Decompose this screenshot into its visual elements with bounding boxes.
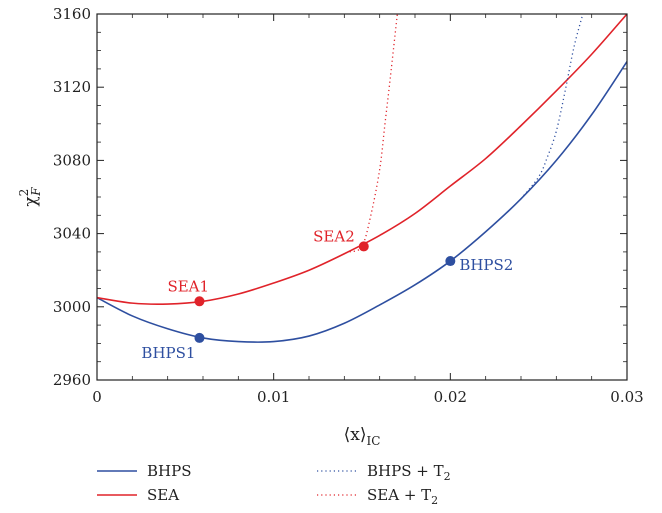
- point-label-sea2: SEA2: [313, 227, 355, 245]
- point-sea1: [194, 296, 205, 307]
- y-tick-label: 3000: [53, 298, 91, 316]
- y-axis-label: χ2F: [17, 187, 43, 207]
- series-line-sea-tt2: [349, 14, 398, 253]
- y-tick-label: 3080: [53, 151, 91, 169]
- x-tick-label: 0.01: [257, 388, 290, 406]
- point-bhps1: [194, 332, 205, 343]
- legend: BHPS SEA BHPS + T2 SEA + T2: [97, 462, 451, 507]
- y-tick-label: 3120: [53, 78, 91, 96]
- y-tick-label: 2960: [53, 371, 91, 389]
- point-label-bhps2: BHPS2: [459, 256, 513, 274]
- x-tick-label: 0.03: [610, 388, 643, 406]
- legend-label: SEA + T2: [367, 486, 438, 507]
- x-tick-label: 0.02: [434, 388, 467, 406]
- legend-label: SEA: [147, 486, 179, 504]
- x-axis-label: ⟨x⟩IC: [344, 425, 381, 448]
- y-tick-label: 3160: [53, 5, 91, 23]
- point-label-bhps1: BHPS1: [141, 344, 195, 362]
- point-label-sea1: SEA1: [167, 277, 209, 295]
- x-tick-label: 0: [92, 388, 102, 406]
- legend-label: BHPS + T2: [367, 462, 451, 483]
- axis-ticks: 0 0.01 0.02 0.03 2960 3000 3040 3080 3120 3160: [53, 5, 644, 406]
- legend-label: BHPS: [147, 462, 191, 480]
- y-tick-label: 3040: [53, 225, 91, 243]
- point-bhps2: [445, 256, 456, 267]
- series-line-bhps: [97, 61, 627, 343]
- point-sea2: [358, 241, 369, 252]
